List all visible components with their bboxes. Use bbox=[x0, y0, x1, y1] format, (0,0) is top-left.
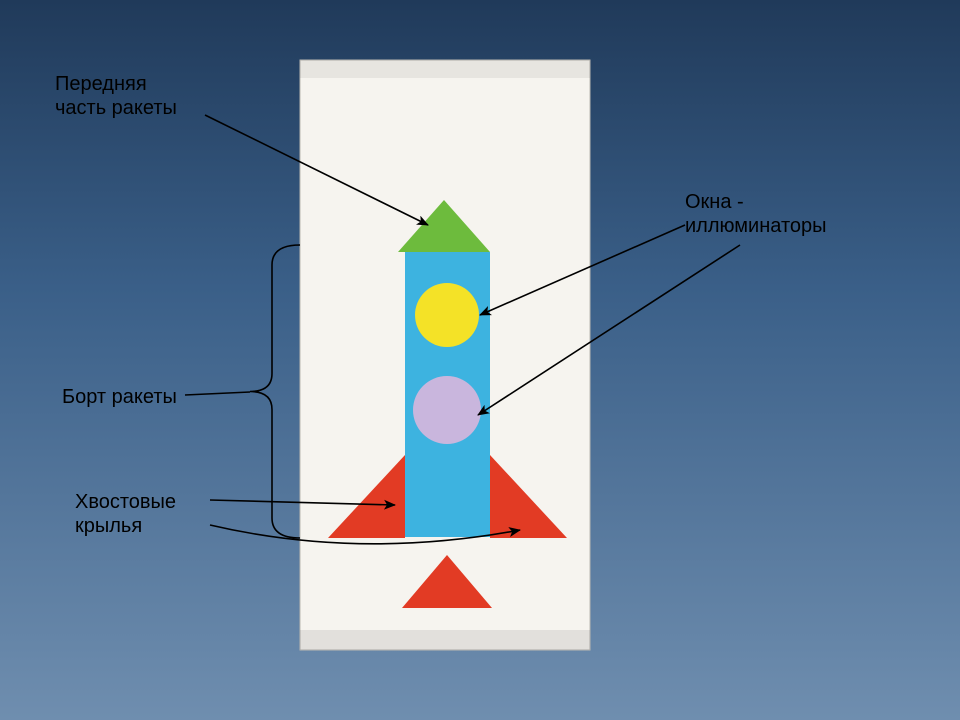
label-body: Борт ракеты bbox=[62, 385, 177, 409]
arrow-fin-left bbox=[210, 500, 395, 505]
brace-body bbox=[250, 245, 300, 538]
brace-connector bbox=[185, 392, 250, 395]
rocket-window-2 bbox=[413, 376, 481, 444]
rocket-nose bbox=[398, 200, 490, 252]
label-windows: Окна - иллюминаторы bbox=[685, 190, 827, 238]
rocket-flame bbox=[402, 555, 492, 608]
label-nose: Передняя часть ракеты bbox=[55, 72, 177, 120]
arrow-window-1 bbox=[480, 225, 685, 315]
rocket-body bbox=[405, 252, 490, 537]
rocket-window-1 bbox=[415, 283, 479, 347]
label-fins: Хвостовые крылья bbox=[75, 490, 176, 538]
rocket-fin-1 bbox=[328, 455, 405, 538]
arrow-fin-right bbox=[210, 525, 520, 544]
arrow-window-2 bbox=[478, 245, 740, 415]
arrow-nose bbox=[205, 115, 428, 225]
rocket-fin-2 bbox=[490, 455, 567, 538]
photo-panel bbox=[300, 60, 590, 650]
